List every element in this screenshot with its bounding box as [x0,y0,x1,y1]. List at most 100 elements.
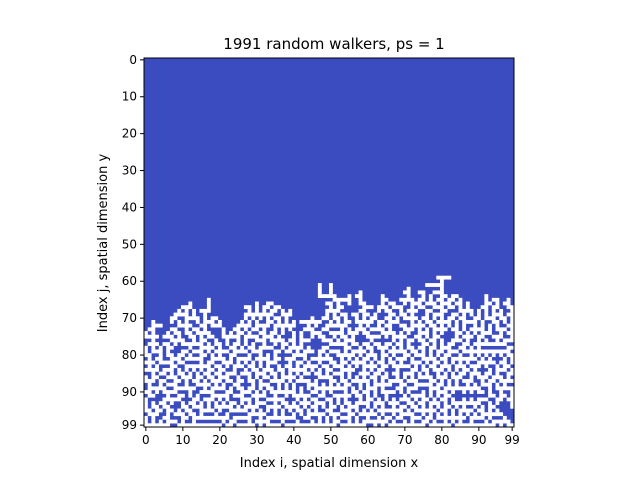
occupied-cell-run [510,319,515,324]
occupied-cell-run [229,331,233,335]
occupied-cell-run [251,327,259,332]
occupied-cell-run [488,356,492,361]
occupied-cell-run [144,408,152,413]
occupied-cell-run [144,401,148,406]
occupied-cell-run [229,353,237,358]
occupied-cell-run [192,367,196,372]
occupied-cell-run [332,415,337,420]
occupied-cell-run [403,393,407,398]
occupied-cell-run [421,404,426,409]
occupied-cell-run [214,382,219,387]
occupied-cell-run [288,408,293,413]
occupied-cell-run [384,316,393,321]
occupied-cell-run [177,393,185,398]
occupied-cell-run [410,419,415,424]
occupied-cell-run [199,334,204,339]
occupied-cell-run [144,397,148,402]
occupied-cell-run [510,356,515,361]
occupied-cell-run [469,419,474,424]
occupied-cell-run [144,353,152,358]
occupied-cell-run [236,323,252,328]
occupied-cell-run [336,301,341,306]
occupied-cell-run [314,408,319,413]
occupied-cell-run [428,412,433,417]
occupied-cell-run [317,349,326,354]
occupied-cell-run [199,308,211,313]
occupied-cell-run [366,345,374,350]
occupied-cell-run [377,323,381,328]
occupied-cell-run [177,319,182,324]
occupied-cell-run [432,312,444,317]
occupied-cell-run [166,331,171,335]
occupied-cell-run [158,382,163,387]
occupied-cell-run [343,382,352,387]
occupied-cell-run [354,393,363,398]
occupied-cell-run [162,415,171,420]
occupied-cell-run [465,412,470,417]
occupied-cell-run [269,379,285,383]
occupied-cell-run [210,316,219,321]
occupied-cell-run [406,286,411,291]
occupied-cell-run [462,397,467,402]
occupied-cell-run [181,419,185,424]
occupied-cell-run [229,345,237,350]
occupied-cell-run [255,375,259,380]
occupied-cell-run [506,297,511,302]
y-axis: 0 10 20 30 40 50 60 70 80 90 99 [122,53,144,432]
occupied-cell-run [440,316,444,321]
occupied-cell-run [366,386,378,391]
occupied-cell-run [203,312,208,317]
occupied-cell-run [195,371,200,376]
occupied-cell-run [462,334,474,339]
occupied-cell-run [399,323,407,328]
occupied-cell-run [199,360,204,365]
occupied-cell-run [495,371,500,376]
occupied-cell-run [295,371,300,376]
occupied-cell-run [443,393,452,398]
occupied-cell-run [258,364,263,369]
occupied-cell-run [410,312,415,317]
occupied-cell-run [428,386,441,391]
occupied-cell-run [428,345,437,350]
occupied-cell-run [273,408,278,413]
occupied-cell-run [436,349,444,354]
occupied-cell-run [506,323,515,328]
occupied-cell-run [262,390,267,394]
occupied-cell-run [473,382,478,387]
occupied-cell-run [499,423,504,428]
occupied-cell-run [251,342,256,346]
occupied-cell-run [299,390,304,394]
occupied-cell-run [251,367,259,372]
occupied-cell-run [421,367,430,372]
occupied-cell-run [343,349,348,354]
occupied-cell-run [399,412,415,417]
occupied-cell-run [391,412,396,417]
occupied-cell-run [173,386,196,391]
occupied-cell-run [284,349,293,354]
occupied-cell-run [192,419,196,424]
occupied-cell-run [351,334,356,339]
occupied-cell-run [417,338,426,343]
occupied-cell-run [310,404,319,409]
occupied-cell-run [292,319,296,324]
occupied-cell-run [144,404,148,409]
occupied-cell-run [462,327,467,332]
occupied-cell-run [462,367,470,372]
occupied-cell-run [462,323,467,328]
occupied-cell-run [188,301,193,306]
occupied-cell-run [380,349,385,354]
occupied-cell-run [184,382,189,387]
x-tick-label: 30 [249,433,264,447]
occupied-cell-run [232,415,252,420]
occupied-cell-run [314,401,326,406]
occupied-cell-run [144,360,156,365]
occupied-cell-run [329,382,333,387]
occupied-cell-run [166,382,178,387]
occupied-cell-run [188,345,193,350]
occupied-cell-run [340,379,348,383]
occupied-cell-run [421,419,430,424]
occupied-cell-run [280,342,289,346]
occupied-cell-run [399,308,404,313]
occupied-cell-run [158,353,163,358]
occupied-cell-run [280,375,296,380]
